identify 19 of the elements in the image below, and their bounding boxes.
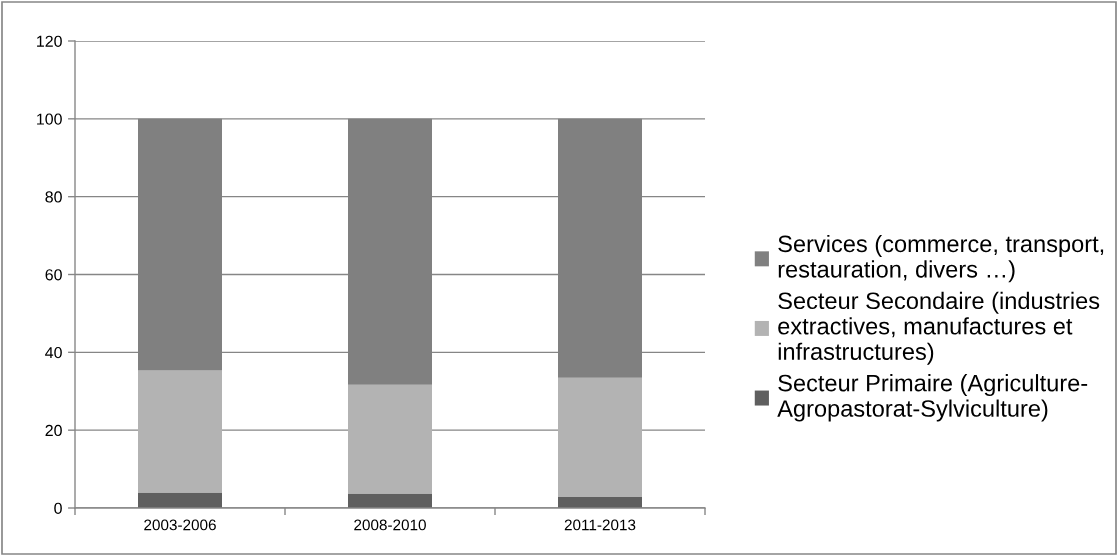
bar [138, 370, 222, 493]
x-tick-label: 2003-2006 [144, 519, 216, 531]
bar [138, 492, 222, 508]
y-tick-label: 100 [37, 113, 62, 125]
y-tick-label: 120 [37, 35, 62, 47]
bar [558, 497, 642, 508]
legend-label: Services (commerce, transport, restauration, divers …) [778, 234, 1104, 283]
y-tick-label: 40 [45, 346, 62, 359]
x-tick-label: 2011-2013 [564, 519, 636, 531]
bar [558, 377, 642, 498]
y-tick-label: 60 [45, 269, 62, 281]
y-tick-label: 20 [45, 424, 62, 437]
legend-label: Secteur Secondaire (industries extractives, manufactures et infrastructures) [778, 291, 1100, 365]
y-tick-label: 0 [54, 502, 62, 514]
bar [348, 384, 432, 494]
x-tick-label: 2008-2010 [354, 519, 426, 531]
legend-label: Secteur Primaire (Agriculture-Agropastorat-Sylviculture) [777, 374, 1088, 422]
y-tick-label: 80 [45, 191, 62, 203]
bar [348, 493, 432, 508]
